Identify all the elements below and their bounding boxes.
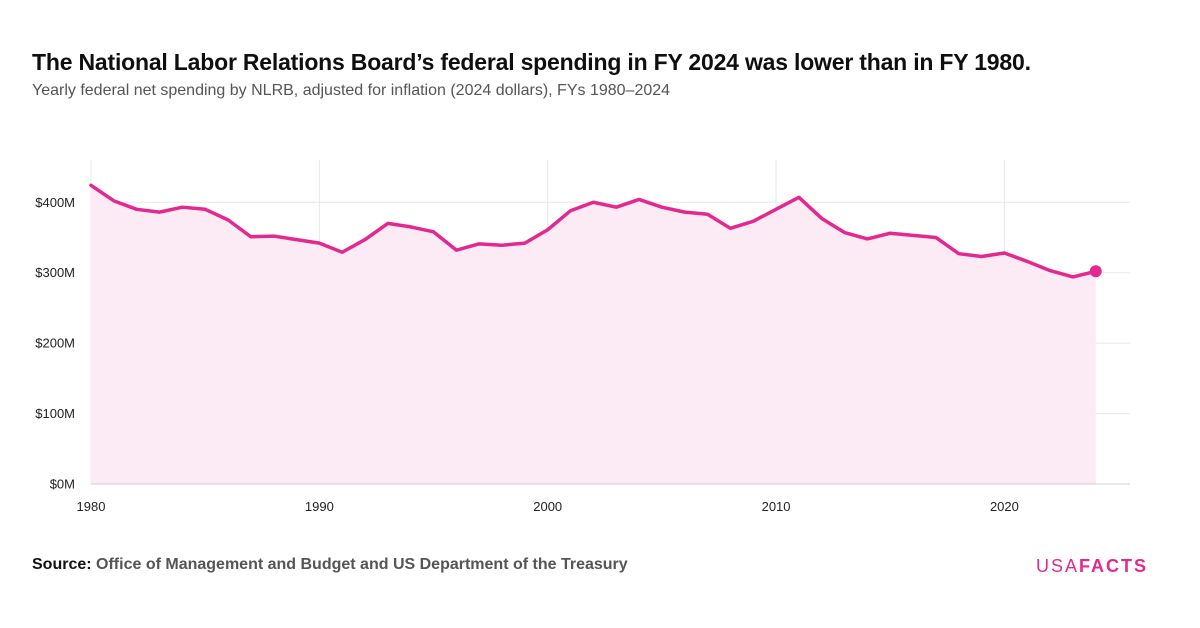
data-point — [295, 238, 298, 241]
data-point — [158, 211, 161, 214]
x-tick-label: 1980 — [77, 499, 106, 514]
data-point — [181, 206, 184, 209]
data-point — [980, 255, 983, 258]
data-point — [249, 235, 252, 238]
data-point — [386, 222, 389, 225]
line-area-chart: $0M $100M $200M $300M $400M 1980 1990 2000 2010 2… — [35, 160, 1130, 514]
x-tick-label: 1990 — [305, 499, 334, 514]
last-data-point — [1089, 265, 1102, 278]
data-point — [112, 199, 115, 202]
data-point — [660, 206, 663, 209]
data-point — [432, 230, 435, 233]
data-point — [752, 220, 755, 223]
data-point — [912, 234, 915, 237]
data-point — [227, 218, 230, 221]
data-point — [90, 184, 93, 187]
data-point — [889, 232, 892, 235]
usafacts-logo: USAFACTS — [1036, 556, 1148, 577]
logo-usa: USA — [1035, 556, 1079, 576]
y-tick-label: $200M — [35, 336, 75, 351]
data-point — [1049, 269, 1052, 272]
y-tick-label: $0M — [50, 477, 75, 492]
spending-line — [89, 183, 1098, 279]
x-tick-label: 2020 — [990, 499, 1019, 514]
x-tick-label: 2000 — [533, 499, 562, 514]
y-tick-label: $100M — [35, 406, 75, 421]
data-point — [797, 196, 800, 199]
data-point — [866, 237, 869, 240]
data-point — [501, 244, 504, 247]
data-point — [775, 208, 778, 211]
data-point — [1003, 251, 1006, 254]
data-point — [820, 217, 823, 220]
chart-title: The National Labor Relations Board’s fed… — [32, 49, 1031, 75]
data-points — [90, 184, 1102, 278]
data-point — [364, 238, 367, 241]
tick-labels: $0M $100M $200M $300M $400M 1980 1990 2000 2010 2… — [35, 195, 1019, 514]
data-point — [683, 211, 686, 214]
data-point — [934, 236, 937, 239]
data-point — [204, 208, 207, 211]
data-point — [615, 206, 618, 209]
data-point — [592, 201, 595, 204]
source-note: Source: Office of Management and Budget … — [32, 556, 628, 574]
source-label: Source: — [32, 556, 92, 573]
data-point — [729, 227, 732, 230]
data-point — [318, 242, 321, 245]
spending-area — [91, 185, 1096, 485]
data-point — [409, 225, 412, 228]
data-point — [706, 213, 709, 216]
data-point — [638, 198, 641, 201]
data-point — [272, 235, 275, 238]
data-point — [1026, 260, 1029, 263]
data-point — [1071, 275, 1074, 278]
y-tick-label: $300M — [35, 265, 75, 280]
source-text: Office of Management and Budget and US D… — [96, 556, 628, 573]
data-point — [341, 251, 344, 254]
y-tick-label: $400M — [35, 195, 75, 210]
data-point — [478, 242, 481, 245]
logo-facts: FACTS — [1078, 556, 1148, 576]
data-point — [135, 208, 138, 211]
x-tick-label: 2010 — [762, 499, 791, 514]
data-point — [957, 252, 960, 255]
chart-subtitle: Yearly federal net spending by NLRB, adj… — [32, 82, 671, 99]
data-point — [569, 209, 572, 212]
data-point — [455, 249, 458, 252]
data-point — [843, 231, 846, 234]
data-point — [546, 228, 549, 231]
data-point — [523, 242, 526, 245]
